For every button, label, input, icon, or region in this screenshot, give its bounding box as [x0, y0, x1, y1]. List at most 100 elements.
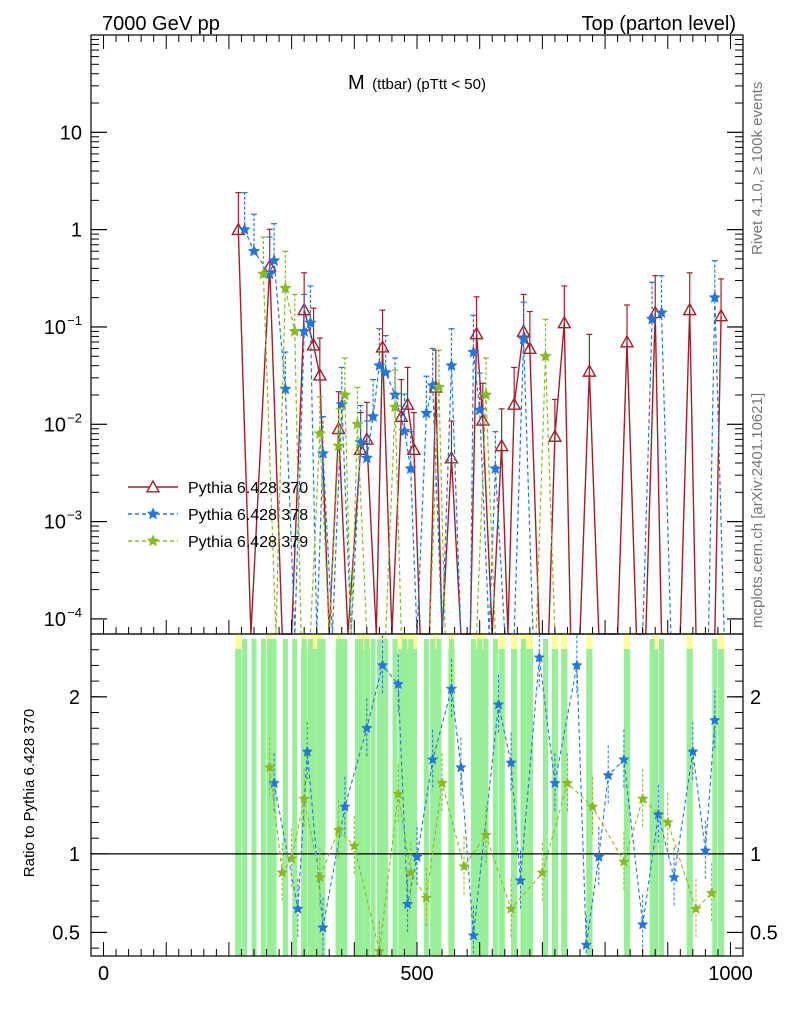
main-y-tick-label: 10 [44, 609, 66, 631]
legend-marker-star [146, 507, 160, 520]
series-point-triangle [359, 431, 375, 445]
ratio-point-star [285, 852, 298, 864]
main-y-tick-label: 10 [44, 317, 66, 339]
ratio-band-green [271, 639, 277, 956]
legend-label: Pythia 6.428 370 [188, 480, 308, 497]
series-point-star [467, 345, 480, 358]
ratio-point-star [360, 722, 373, 734]
ratio-band-green [364, 639, 370, 956]
ratio-band-green [410, 649, 417, 956]
ratio-band-green [267, 639, 273, 956]
plot-title-sub: (ttbar) (pTtt < 50) [372, 76, 486, 93]
ratio-band-green [292, 639, 298, 956]
ratio-point-star [455, 761, 467, 773]
ratio-point-star [592, 850, 605, 863]
series-point-star [366, 409, 380, 422]
main-y-tick-exponent: −2 [67, 410, 82, 425]
series-point-star [316, 446, 330, 459]
ratio-point-star [586, 800, 599, 812]
main-series-group [231, 192, 729, 635]
ratio-point-star [276, 866, 289, 878]
series-point-triangle [547, 429, 563, 442]
ratio-band-green [282, 639, 288, 956]
ratio-band-green [658, 639, 665, 956]
series-point-star [238, 222, 251, 236]
ratio-band-green [376, 639, 382, 956]
ratio-point-star [480, 828, 492, 841]
tick-base: 10 [44, 317, 66, 339]
tick-base: 10 [44, 609, 66, 631]
tick-base: 10 [44, 414, 66, 436]
ratio-band-green [470, 639, 476, 956]
ratio-point-star [458, 860, 470, 872]
ratio-band-green [260, 639, 266, 956]
ratio-point-star [570, 659, 583, 671]
series-point-star [373, 359, 386, 372]
series-point-star [398, 424, 411, 437]
ratio-band-green [498, 649, 505, 956]
series-point-triangle [557, 315, 572, 329]
series-point-star [351, 417, 364, 430]
ratio-point-star [618, 855, 630, 867]
legend: Pythia 6.428 370 Pythia 6.428 378 Pythia 6… [128, 479, 308, 551]
ratio-band-green [251, 639, 257, 956]
series-point-star [335, 397, 349, 410]
series-point-star [473, 403, 487, 416]
ratio-point-star [401, 898, 414, 910]
ratio-y-tick-label-right: 1 [750, 844, 761, 866]
main-y-tick-exponent: −3 [67, 508, 82, 523]
series-point-star [432, 380, 446, 393]
ratio-point-star [636, 918, 649, 930]
series-point-star [517, 332, 530, 345]
series-point-star [655, 306, 668, 319]
series-point-star [388, 400, 402, 413]
ratio-point-star [376, 659, 389, 671]
ratio-point-star [580, 938, 593, 951]
main-y-tick-exponent: −1 [67, 313, 82, 328]
ratio-band-green [339, 639, 345, 956]
ratio-point-star [411, 850, 423, 863]
ratio-band-green [307, 639, 313, 956]
ratio-band-green [543, 639, 549, 956]
ratio-point-star [602, 769, 615, 781]
ratio-point-star [661, 816, 674, 828]
series-point-star [445, 359, 458, 372]
ratio-band-green [448, 639, 454, 956]
series-point-star [267, 254, 281, 267]
series-point-star [247, 244, 261, 257]
ratio-point-star [301, 745, 314, 757]
series-point-triangle [406, 442, 422, 456]
ratio-band-green [423, 639, 429, 956]
ratio-y-tick-label-left: 1 [69, 844, 80, 866]
series-point-star [278, 281, 292, 294]
ratio-series-line [273, 657, 716, 946]
plot-title: M (ttbar) (pTtt < 50) [348, 72, 486, 94]
series-point-triangle [469, 326, 484, 340]
ratio-band-green [408, 639, 414, 956]
x-tick-label: 0 [98, 963, 109, 985]
ratio-point-star [533, 651, 546, 663]
series-point-star [304, 316, 317, 329]
ratio-point-star [292, 902, 304, 914]
ratio-y-axis-label: Ratio to Pythia 6.428 370 [21, 709, 38, 877]
series-point-star [332, 439, 345, 452]
ratio-band-green [717, 649, 725, 956]
ratio-point-star [392, 788, 405, 800]
ratio-band-green [317, 639, 323, 956]
ratio-point-star [561, 777, 574, 789]
ratio-band-green [379, 649, 386, 956]
ratio-point-star [618, 753, 630, 765]
header-left: 7000 GeV pp [102, 13, 220, 35]
ratio-band-green [310, 649, 317, 956]
ratio-band-green [398, 649, 405, 956]
x-tick-label: 1000 [708, 963, 753, 985]
series-point-triangle [306, 337, 321, 351]
legend-marker-star [146, 534, 160, 547]
ratio-y-ticks: 0.5 0.5 1 1 2 2 [52, 649, 778, 949]
ratio-point-star [686, 745, 699, 757]
ratio-band-green [479, 649, 486, 956]
ratio-band-green [436, 639, 442, 956]
series-point-triangle [353, 442, 368, 456]
ratio-point-star [708, 714, 721, 726]
